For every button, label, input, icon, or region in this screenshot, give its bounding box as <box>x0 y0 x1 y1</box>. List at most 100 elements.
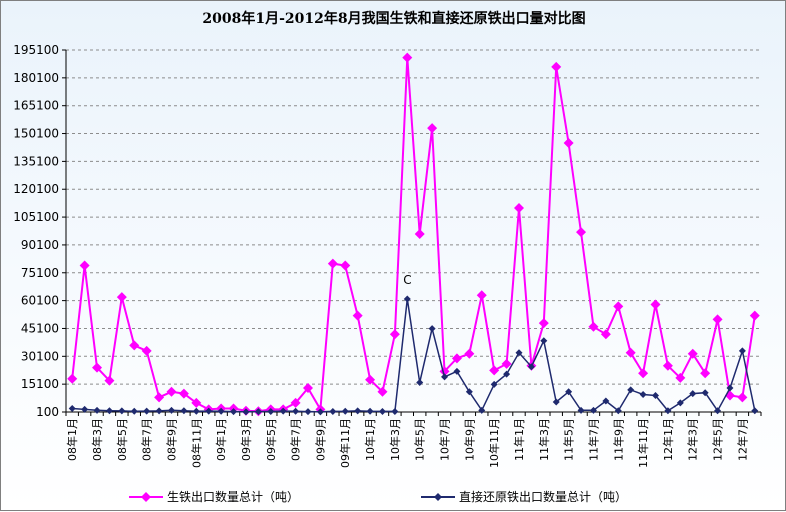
x-tick-label: 08年11月 <box>189 418 203 468</box>
data-point <box>563 138 574 149</box>
data-point <box>489 365 500 376</box>
data-point <box>600 329 611 340</box>
x-tick-label: 10年9月 <box>462 418 476 461</box>
data-point <box>453 367 461 375</box>
chart-title: 2008年1月-2012年8月我国生铁和直接还原铁出口量对比图 <box>202 10 585 27</box>
data-point <box>217 407 225 415</box>
data-point <box>104 375 115 386</box>
data-point <box>178 388 189 399</box>
data-point <box>365 374 376 385</box>
data-point <box>427 123 438 134</box>
x-tick-label: 10年1月 <box>363 418 377 461</box>
series-layer <box>67 52 760 417</box>
data-point <box>279 407 287 415</box>
data-point <box>588 321 599 332</box>
data-point <box>614 407 622 415</box>
data-point <box>341 407 349 415</box>
series-dri <box>68 295 759 416</box>
data-point <box>577 406 585 414</box>
data-point <box>316 408 324 416</box>
data-point <box>93 406 101 414</box>
y-tick-label: 150100 <box>13 127 59 141</box>
y-tick-label: 105100 <box>13 210 59 224</box>
data-point <box>540 337 548 345</box>
x-tick-label: 12年5月 <box>711 418 725 461</box>
data-point <box>737 392 748 403</box>
y-tick-label: 195100 <box>13 43 59 57</box>
data-point <box>538 318 549 329</box>
data-point <box>503 370 511 378</box>
y-tick-label: 165100 <box>13 99 59 113</box>
x-tick-label: 11年1月 <box>512 418 526 461</box>
data-point <box>416 378 424 386</box>
data-point <box>513 202 524 213</box>
data-point <box>527 363 535 371</box>
data-point <box>551 61 562 72</box>
data-point <box>391 407 399 415</box>
y-tick-label: 60100 <box>21 294 59 308</box>
y-tick-label: 90100 <box>21 238 59 252</box>
series-line-dri <box>72 298 756 413</box>
x-tick-label: 09年1月 <box>214 418 228 461</box>
data-point <box>329 407 337 415</box>
data-point <box>638 368 649 379</box>
data-point <box>515 349 523 357</box>
data-point <box>167 406 175 414</box>
data-point <box>155 407 163 415</box>
legend-marker-pig-iron <box>141 492 151 502</box>
data-point <box>92 362 103 373</box>
x-tick-label: 08年9月 <box>164 418 178 461</box>
data-point <box>154 392 165 403</box>
data-point <box>687 348 698 359</box>
y-tick-label: 15100 <box>21 377 59 391</box>
data-point <box>490 380 498 388</box>
x-axis-ticks: 08年1月 08年3月 08年5月 08年7月 08年9月 08年11月 09年1月 09年3… <box>65 418 749 468</box>
x-tick-label: 10年7月 <box>438 418 452 461</box>
x-tick-label: 08年1月 <box>65 418 79 461</box>
data-point <box>116 292 127 303</box>
data-point <box>478 406 486 414</box>
data-point <box>464 348 475 359</box>
data-point <box>105 407 113 415</box>
data-point <box>428 325 436 333</box>
x-tick-label: 12年3月 <box>686 418 700 461</box>
grid-lines <box>66 49 761 385</box>
data-point <box>738 347 746 355</box>
x-tick-label: 08年7月 <box>140 418 154 461</box>
data-point <box>689 390 697 398</box>
data-point <box>141 345 152 356</box>
data-point <box>613 301 624 312</box>
data-point <box>751 407 759 415</box>
data-point <box>602 397 610 405</box>
x-tick-label: 10年5月 <box>413 418 427 461</box>
data-point <box>476 290 487 301</box>
data-point <box>267 407 275 415</box>
x-tick-label: 09年9月 <box>313 418 327 461</box>
data-point <box>81 405 89 413</box>
legend: 生铁出口数量总计（吨） 直接还原铁出口数量总计（吨） <box>129 489 627 504</box>
data-point <box>242 408 250 416</box>
data-point <box>130 407 138 415</box>
data-point <box>180 407 188 415</box>
data-point <box>701 389 709 397</box>
data-point <box>192 407 200 415</box>
x-tick-label: 11年7月 <box>586 418 600 461</box>
data-point <box>129 340 140 351</box>
data-point <box>389 329 400 340</box>
data-point <box>625 347 636 358</box>
data-point <box>565 388 573 396</box>
data-point <box>451 353 462 364</box>
data-point <box>726 384 734 392</box>
data-point <box>675 372 686 383</box>
data-point <box>292 407 300 415</box>
annotation-label: C <box>403 273 411 287</box>
data-point <box>191 397 202 408</box>
data-point <box>67 373 78 384</box>
data-point <box>205 407 213 415</box>
x-tick-label: 08年3月 <box>90 418 104 461</box>
y-tick-label: 75100 <box>21 266 59 280</box>
data-point <box>749 310 760 321</box>
x-tick-label: 11年3月 <box>537 418 551 461</box>
